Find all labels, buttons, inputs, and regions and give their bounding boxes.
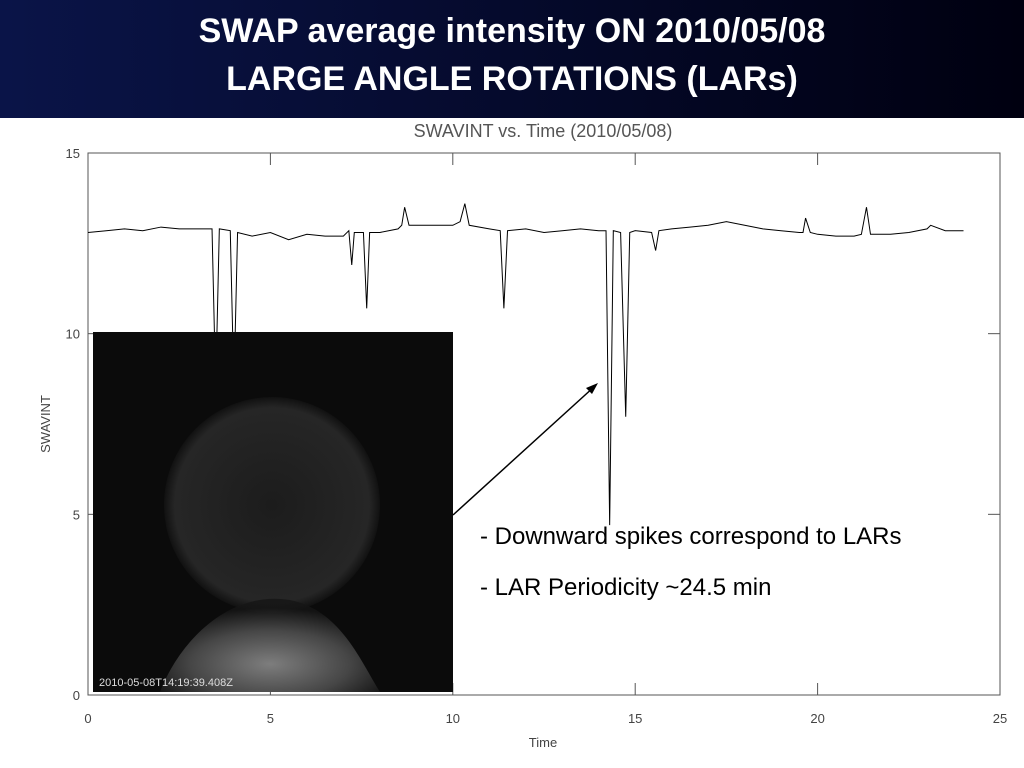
slide-title: SWAP average intensity ON 2010/05/08 — [199, 12, 826, 50]
y-tick-label: 15 — [66, 146, 80, 161]
y-axis-label: SWAVINT — [38, 395, 53, 453]
bullet: - Downward spikes correspond to LARs — [480, 523, 902, 550]
x-tick-label: 5 — [267, 711, 274, 726]
x-tick-label: 20 — [810, 711, 824, 726]
sun-disk — [164, 397, 380, 613]
x-tick-label: 25 — [993, 711, 1007, 726]
image-caption: 2010-05-08T14:19:39.408Z — [99, 677, 233, 689]
y-tick-label: 5 — [73, 507, 80, 522]
header-band — [0, 0, 1024, 118]
data-line — [87, 203, 964, 526]
x-tick-label: 10 — [446, 711, 460, 726]
arrow — [452, 385, 596, 516]
x-tick-label: 15 — [628, 711, 642, 726]
bright-region — [160, 598, 380, 692]
x-tick-label: 0 — [84, 711, 91, 726]
arrow-head — [586, 383, 598, 394]
y-tick-label: 10 — [66, 327, 80, 342]
overlay: 2010-05-08T14:19:39.408Z - Downward spik… — [93, 332, 902, 692]
x-axis-label: Time — [529, 735, 557, 750]
chart: SWAVINT vs. Time (2010/05/08) Time SWAVI… — [38, 121, 1007, 750]
bullet: - LAR Periodicity ~24.5 min — [480, 574, 771, 601]
plot-frame — [87, 152, 1001, 696]
slide-title: LARGE ANGLE ROTATIONS (LARs) — [226, 60, 798, 98]
y-tick-label: 0 — [73, 688, 80, 703]
chart-title: SWAVINT vs. Time (2010/05/08) — [414, 121, 673, 141]
